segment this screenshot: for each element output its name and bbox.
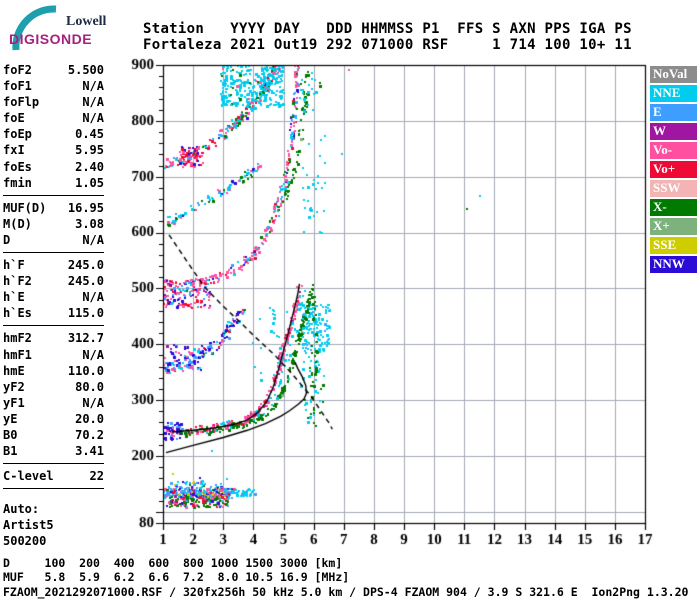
legend-item-SSW: SSW [650, 180, 697, 197]
legend-item-SSE: SSE [650, 237, 697, 254]
legend-item-W: W [650, 123, 697, 140]
direction-legend: NoVal NNE E W Vo- Vo+ SSW X- X+ SSE NNW [650, 66, 697, 273]
legend-item-Vo-: Vo- [650, 142, 697, 159]
file-info-row: FZAOM_2021292071000.RSF / 320fx256h 50 k… [3, 584, 689, 599]
legend-item-NNE: NNE [650, 85, 697, 102]
legend-item-Vo+: Vo+ [650, 161, 697, 178]
legend-item-NoVal: NoVal [650, 66, 697, 83]
legend-item-NNW: NNW [650, 256, 697, 273]
legend-item-X+: X+ [650, 218, 697, 235]
muf-row: MUF 5.8 5.9 6.2 6.6 7.2 8.0 10.5 16.9 [M… [3, 570, 350, 585]
legend-item-E: E [650, 104, 697, 121]
footer-info: D 100 200 400 600 800 1000 1500 3000 [km… [3, 556, 688, 599]
legend-item-X-: X- [650, 199, 697, 216]
distance-row: D 100 200 400 600 800 1000 1500 3000 [km… [3, 556, 343, 570]
